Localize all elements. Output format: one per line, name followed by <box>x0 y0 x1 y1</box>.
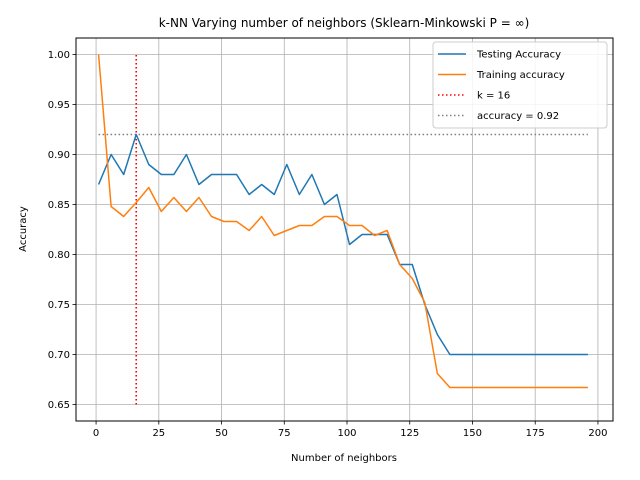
y-tick-label: 0.65 <box>48 400 70 411</box>
plot-frame <box>75 37 614 422</box>
reference-lines <box>98 54 588 405</box>
x-tick-label: 50 <box>215 428 228 439</box>
x-tick-label: 25 <box>152 428 165 439</box>
legend-label: Testing Accuracy <box>476 50 561 61</box>
x-tick-label: 0 <box>93 428 99 439</box>
legend-label: accuracy = 0.92 <box>477 111 559 122</box>
y-tick-label: 0.75 <box>48 300 70 311</box>
chart-title: k-NN Varying number of neighbors (Sklear… <box>159 16 530 30</box>
x-tick-label: 75 <box>278 428 291 439</box>
series-line-1 <box>97 54 588 389</box>
x-tick-label: 175 <box>526 428 545 439</box>
legend-label: Training accuracy <box>476 70 565 81</box>
y-tick-label: 0.80 <box>48 250 70 261</box>
x-axis-ticks: 0 25 50 75 100 125 150 175 200 <box>93 421 607 439</box>
series-lines <box>97 54 588 389</box>
legend-label: k = 16 <box>477 91 510 102</box>
y-axis-ticks: 0.65 0.70 0.75 0.80 0.85 0.90 0.95 1.00 <box>48 50 76 411</box>
x-axis-title: Number of neighbors <box>291 453 397 464</box>
legend-box <box>432 41 608 129</box>
x-tick-label: 200 <box>588 428 607 439</box>
series-line-0 <box>97 133 588 356</box>
legend: Testing Accuracy Training accuracy k = 16 a… <box>432 41 608 129</box>
x-tick-label: 100 <box>337 428 356 439</box>
y-axis-title: Accuracy <box>18 206 29 252</box>
x-tick-label: 125 <box>400 428 419 439</box>
y-tick-label: 0.95 <box>48 100 70 111</box>
y-tick-label: 0.90 <box>48 150 70 161</box>
x-tick-label: 150 <box>463 428 482 439</box>
y-tick-label: 0.70 <box>48 350 70 361</box>
y-tick-label: 1.00 <box>48 50 70 61</box>
y-tick-label: 0.85 <box>48 200 70 211</box>
